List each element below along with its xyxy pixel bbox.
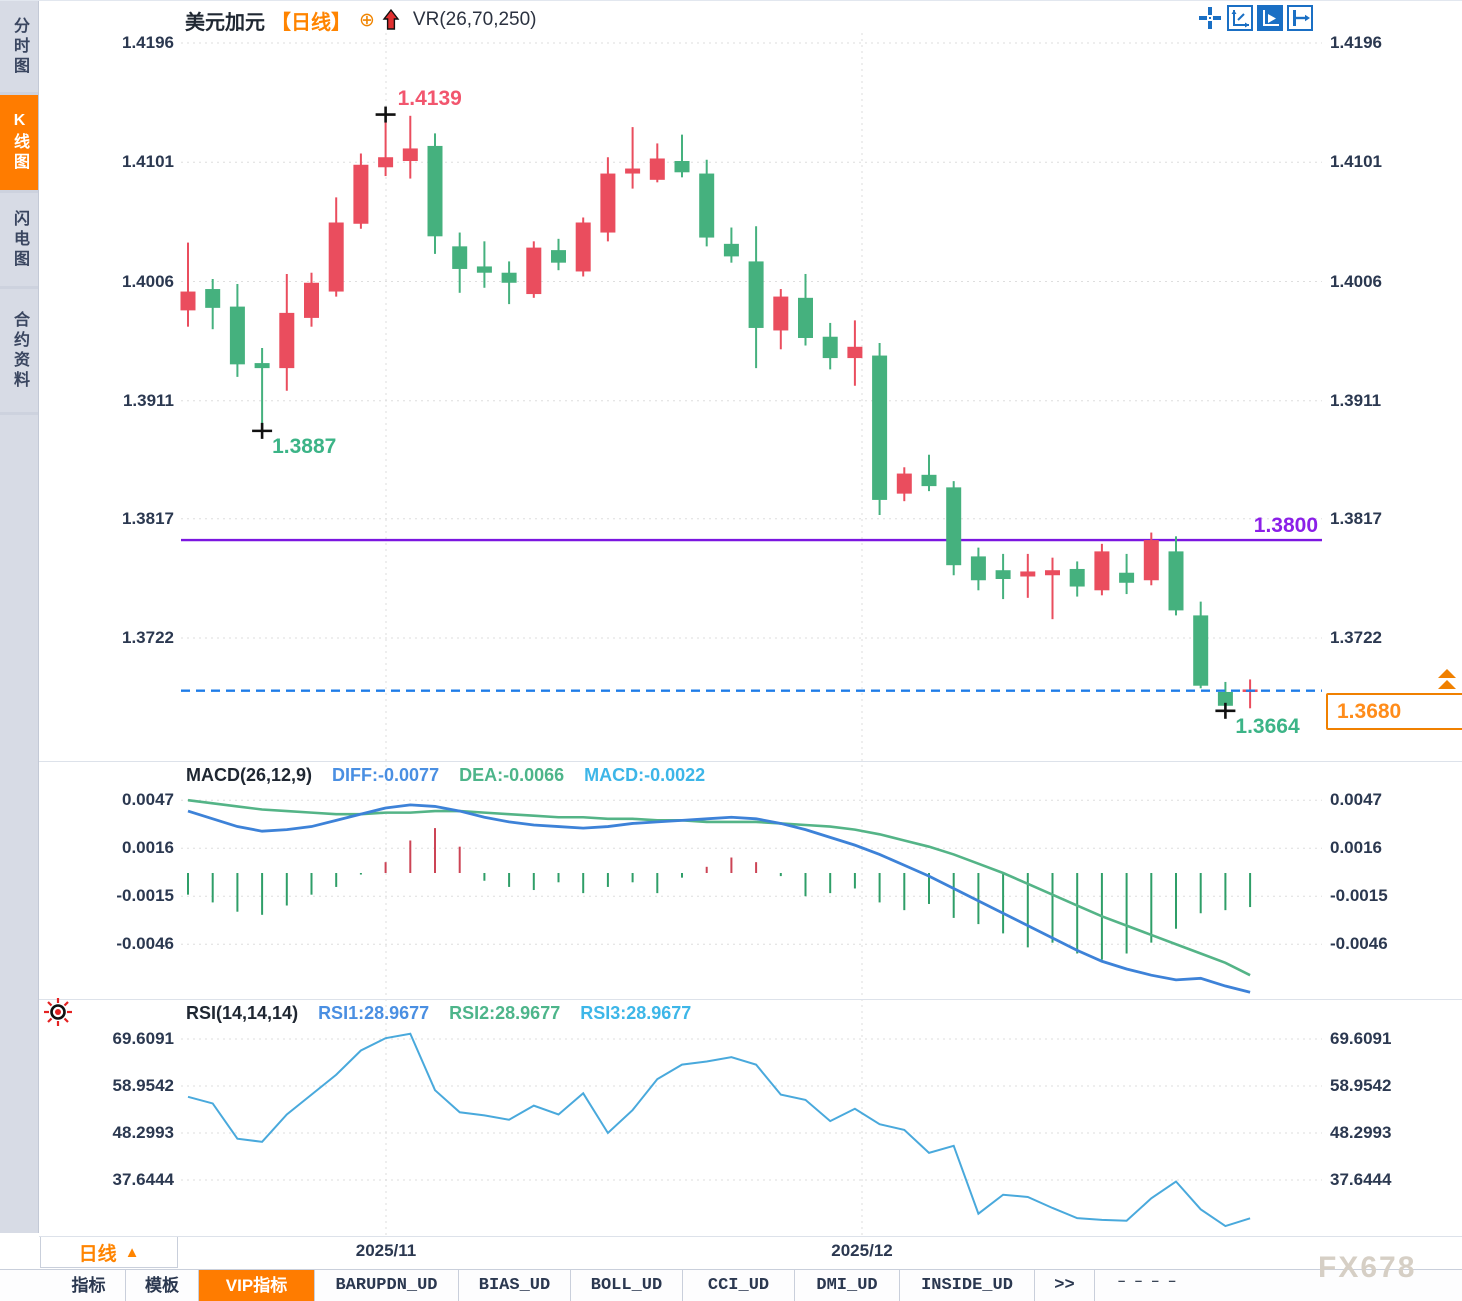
tab-boll_ud[interactable]: BOLL_UD <box>571 1270 683 1301</box>
brand-watermark: FX678 <box>1318 1251 1417 1284</box>
axis-play-icon[interactable] <box>1257 5 1283 31</box>
panel-separator <box>39 1236 1462 1237</box>
tab-dmi_ud[interactable]: DMI_UD <box>795 1270 900 1301</box>
low-price-annotation: 1.3887 <box>272 434 337 458</box>
axis-zoom-icon[interactable] <box>1227 5 1253 31</box>
panel-separator <box>39 999 1462 1000</box>
main-y-tick-right: 1.3722 <box>1330 628 1382 647</box>
tab-bias_ud[interactable]: BIAS_UD <box>459 1270 571 1301</box>
main-y-tick-left: 1.4006 <box>122 271 174 291</box>
symbol-title: 美元加元 <box>185 11 265 34</box>
sidebar-item-4[interactable]: 合约资料 <box>0 289 38 415</box>
rsi-title: RSI(14,14,14) <box>186 1003 299 1023</box>
rsi-y-tick-left: 58.9542 <box>112 1076 174 1095</box>
rsi-y-tick-right: 48.2993 <box>1330 1123 1392 1142</box>
rsi-y-tick-right: 58.9542 <box>1330 1076 1392 1095</box>
main-y-tick-right: 1.3817 <box>1330 508 1382 528</box>
axis-pan-icon[interactable] <box>1287 5 1313 31</box>
high-price-annotation: 1.4139 <box>397 86 462 110</box>
macd-hist-value: MACD:-0.0022 <box>584 765 706 785</box>
rsi-y-tick-left: 37.6444 <box>112 1170 174 1189</box>
main-y-tick-left: 1.4101 <box>122 152 174 172</box>
red-arrow-up-icon <box>382 8 400 30</box>
panel-separator <box>39 761 1462 762</box>
macd-y-tick-right: -0.0015 <box>1330 886 1388 906</box>
macd-y-tick-left: -0.0046 <box>116 934 174 954</box>
sidebar-item-1[interactable]: 分时图 <box>0 1 38 95</box>
tab-[interactable]: >> <box>1035 1270 1095 1301</box>
macd-y-tick-left: -0.0015 <box>116 886 174 906</box>
rsi3-value: RSI3:28.9677 <box>580 1003 692 1023</box>
tab-barupdn_ud[interactable]: BARUPDN_UD <box>315 1270 459 1301</box>
indicator-settings-sun-icon[interactable] <box>43 997 73 1027</box>
tab-overflow-marks: – – – – <box>1118 1273 1179 1288</box>
current-price-value: 1.3680 <box>1337 699 1402 723</box>
main-y-tick-right: 1.3911 <box>1330 390 1382 410</box>
sidebar-item-2[interactable]: K线图 <box>0 95 38 193</box>
time-axis-strip: 日线 ▲ <box>39 1237 1462 1269</box>
macd-y-tick-right: 0.0016 <box>1330 838 1382 858</box>
rsi-y-tick-left: 69.6091 <box>112 1029 174 1048</box>
alert-up-arrow-icon <box>1438 669 1456 678</box>
tab-[interactable]: 指标 <box>52 1270 126 1301</box>
x-axis-tick-label: 2025/12 <box>831 1241 893 1260</box>
macd-title: MACD(26,12,9) <box>186 765 313 785</box>
dropdown-arrow-icon: ▲ <box>124 1243 140 1261</box>
last-low-price-annotation: 1.3664 <box>1235 714 1300 738</box>
main-y-tick-left: 1.3911 <box>122 390 174 410</box>
tab-cci_ud[interactable]: CCI_UD <box>683 1270 795 1301</box>
rsi1-value: RSI1:28.9677 <box>318 1003 430 1023</box>
macd-y-tick-left: 0.0016 <box>122 838 174 858</box>
support-line-price-label: 1.3800 <box>1253 514 1318 538</box>
rsi2-value: RSI2:28.9677 <box>449 1003 561 1023</box>
overlay-indicator-label: VR(26,70,250) <box>412 9 537 30</box>
main-y-tick-left: 1.3817 <box>122 508 174 528</box>
period-dropdown-label: 日线 <box>78 1243 117 1265</box>
sidebar-item-3[interactable]: 闪电图 <box>0 193 38 289</box>
tab-inside_ud[interactable]: INSIDE_UD <box>900 1270 1035 1301</box>
main-y-tick-left: 1.4196 <box>122 33 174 52</box>
rsi-y-tick-left: 48.2993 <box>112 1123 174 1142</box>
macd-y-tick-right: 0.0047 <box>1330 790 1382 810</box>
main-y-tick-right: 1.4006 <box>1330 271 1382 291</box>
main-y-tick-right: 1.4101 <box>1330 152 1382 172</box>
period-tag: 【日线】 <box>271 11 351 34</box>
macd-y-tick-right: -0.0046 <box>1330 934 1388 954</box>
chart-toolbar <box>1197 5 1313 31</box>
current-price-box[interactable]: 1.3680 <box>1326 693 1462 730</box>
crosshair-icon[interactable] <box>1197 5 1223 31</box>
main-y-tick-right: 1.4196 <box>1330 33 1382 52</box>
chart-header: 美元加元 【日线】 ⊕ VR(26,70,250) <box>185 7 537 34</box>
indicator-tab-bar: 指标 模板 VIP指标 BARUPDN_UD BIAS_UD BOLL_UD CCI_UD D… <box>0 1269 1462 1301</box>
main-y-tick-left: 1.3722 <box>122 628 174 647</box>
tab-[interactable]: 模板 <box>126 1270 199 1301</box>
left-sidebar: 分时图 K线图 闪电图 合约资料 <box>0 1 39 1233</box>
rsi-y-tick-right: 69.6091 <box>1330 1029 1392 1048</box>
macd-diff-value: DIFF:-0.0077 <box>332 765 440 785</box>
alert-up-arrow-icon <box>1438 680 1456 689</box>
rsi-y-tick-right: 37.6444 <box>1330 1170 1392 1189</box>
period-dropdown-button[interactable]: 日线 ▲ <box>40 1237 178 1268</box>
macd-y-tick-left: 0.0047 <box>122 790 174 810</box>
x-axis-tick-label: 2025/11 <box>355 1241 417 1260</box>
tab-vip[interactable]: VIP指标 <box>199 1270 315 1301</box>
macd-header: MACD(26,12,9) DIFF:-0.0077 DEA:-0.0066 M… <box>186 765 705 786</box>
macd-dea-value: DEA:-0.0066 <box>459 765 565 785</box>
rsi-header: RSI(14,14,14) RSI1:28.9677 RSI2:28.9677 … <box>186 1003 691 1024</box>
tab-bar-spacer <box>0 1270 52 1301</box>
add-indicator-icon[interactable]: ⊕ <box>359 9 375 31</box>
